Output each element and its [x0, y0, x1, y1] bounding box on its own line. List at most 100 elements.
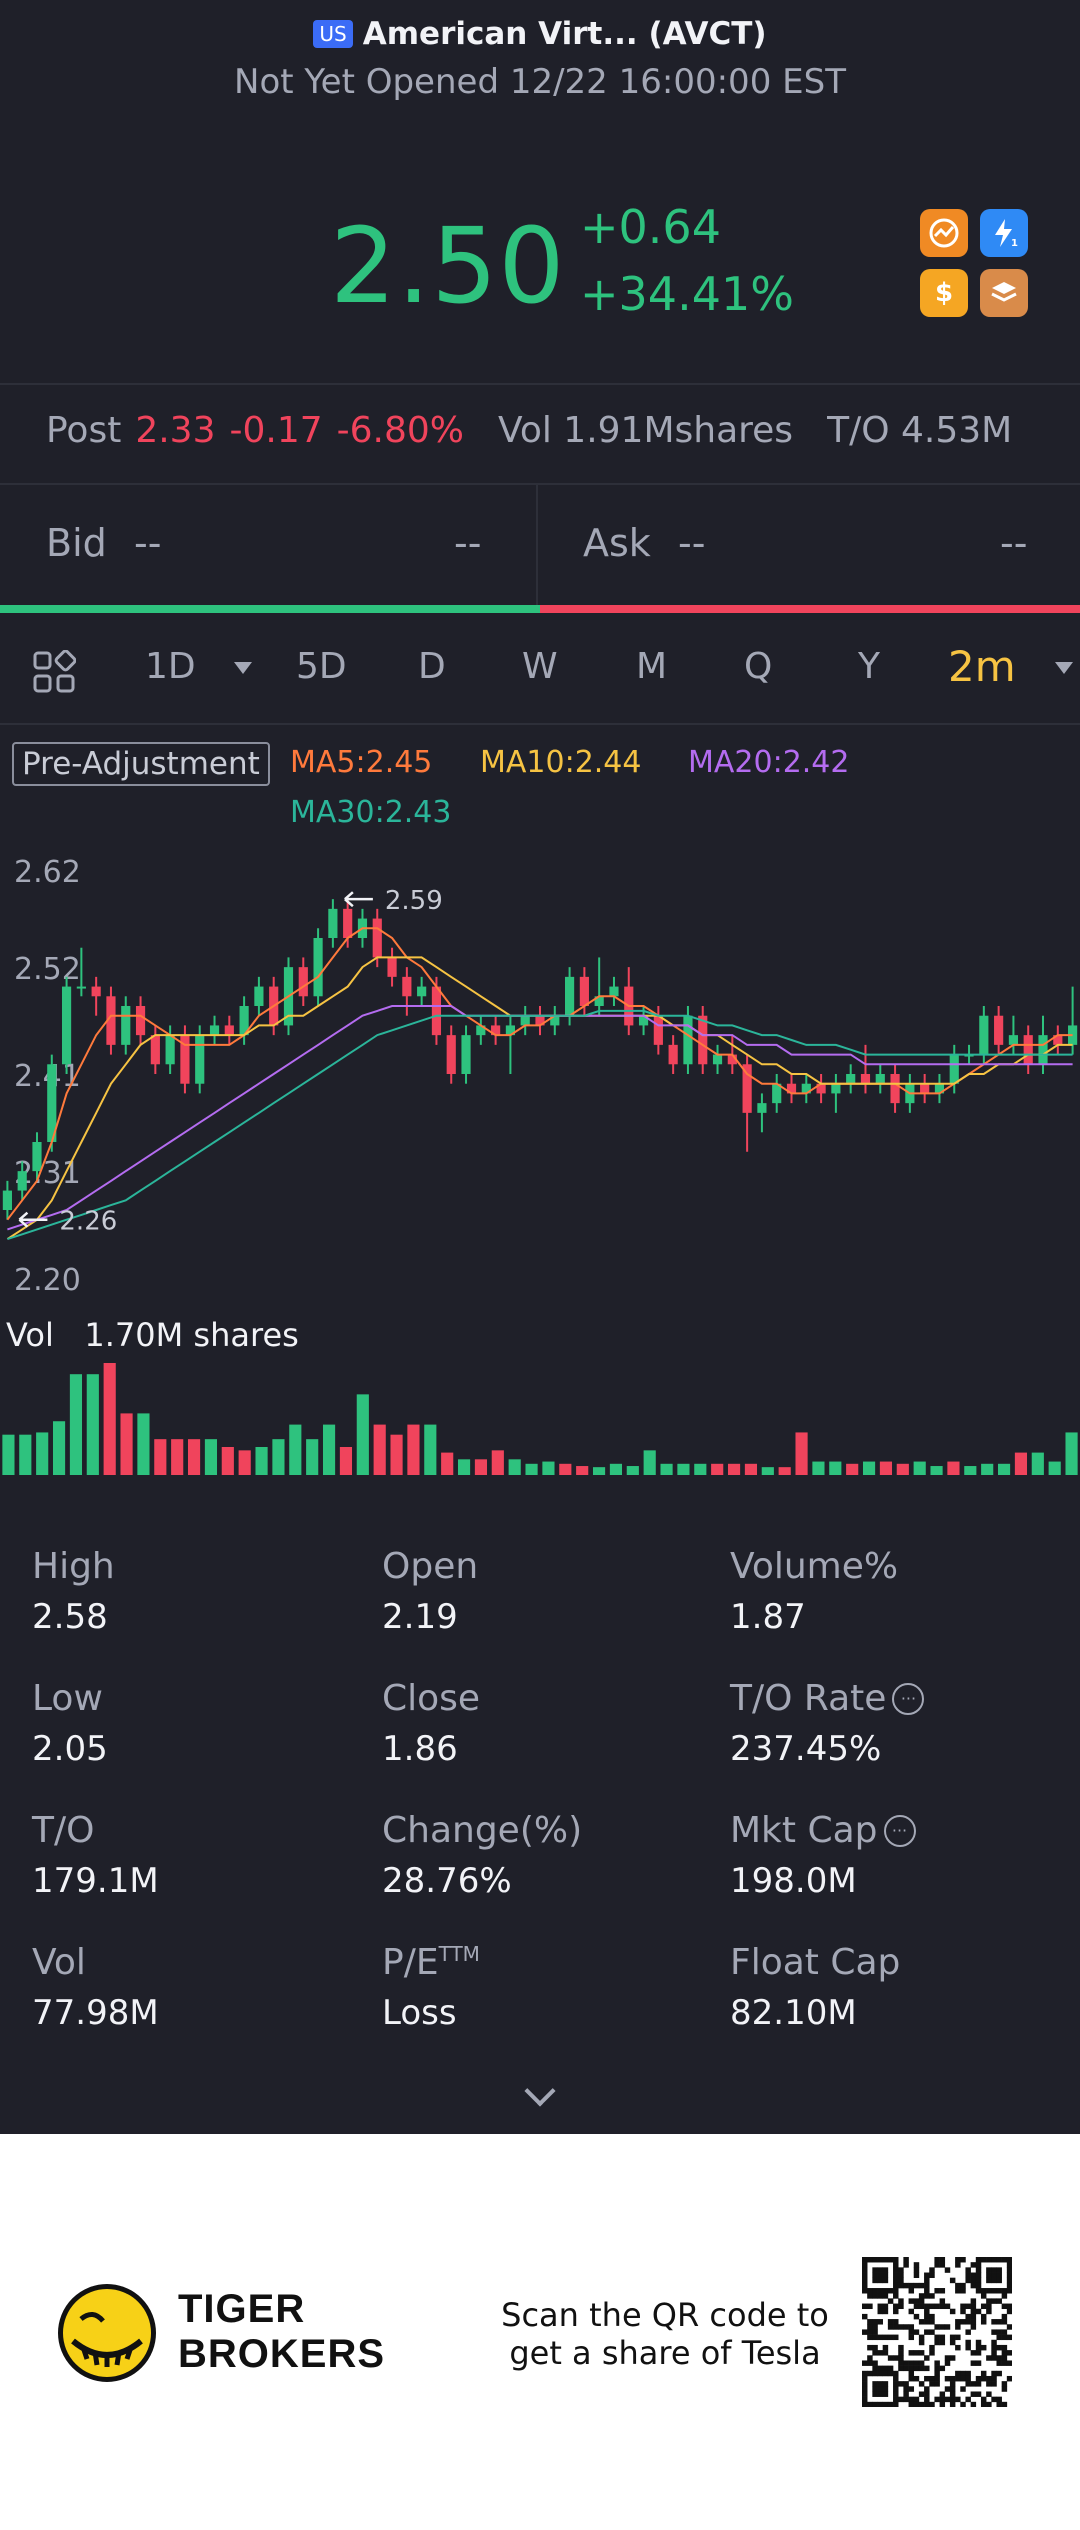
qr-module: [929, 2272, 935, 2278]
candle: [712, 1044, 723, 1074]
qr-module: [918, 2350, 925, 2356]
candle: [328, 899, 338, 948]
qr-module: [913, 2375, 920, 2382]
candle-body: [683, 1015, 693, 1065]
qr-code[interactable]: [862, 2257, 1012, 2407]
flash-icon[interactable]: 1: [980, 209, 1028, 257]
stat-label: Close: [382, 1678, 481, 1719]
volume-bar: [86, 1374, 99, 1475]
volume-bar: [289, 1424, 302, 1475]
qr-module: [991, 2396, 997, 2403]
share-footer: TIGER BROKERS Scan the QR code to get a …: [0, 2134, 1080, 2530]
qr-module: [1006, 2324, 1012, 2330]
qr-module: [862, 2391, 868, 2397]
candle-body: [121, 1006, 131, 1045]
tab-week[interactable]: W: [522, 646, 558, 687]
qr-module: [908, 2396, 915, 2403]
tab-quarter[interactable]: Q: [744, 646, 773, 687]
volume-bar: [778, 1467, 791, 1475]
options-icon[interactable]: [920, 209, 968, 257]
qr-module: [862, 2370, 868, 2377]
qr-module: [986, 2267, 992, 2273]
stat-label: Change(%): [382, 1810, 583, 1851]
candle: [846, 1064, 856, 1094]
qr-module: [877, 2288, 883, 2294]
qr-module: [960, 2375, 966, 2382]
qr-module: [980, 2344, 987, 2351]
candle-body: [47, 1064, 57, 1142]
price-marker: 2.59: [344, 886, 443, 916]
layers-icon[interactable]: [980, 269, 1028, 317]
qr-module: [996, 2257, 1002, 2263]
volume-bar: [272, 1439, 285, 1475]
volume-chart[interactable]: [0, 1355, 1080, 1475]
qr-module: [955, 2288, 961, 2294]
qr-module: [975, 2344, 982, 2351]
tab-month[interactable]: M: [636, 646, 668, 687]
candle-body: [343, 908, 353, 938]
qr-module: [882, 2334, 889, 2341]
title-row[interactable]: US American Virt... (AVCT): [0, 16, 1080, 52]
ma-line-ma5: [6, 927, 1073, 1221]
qr-module: [965, 2267, 971, 2273]
qr-module: [867, 2324, 873, 2330]
pre-adjustment-toggle[interactable]: Pre-Adjustment: [12, 742, 270, 786]
qr-module: [898, 2344, 904, 2351]
qr-module: [908, 2365, 915, 2372]
candle-body: [712, 1054, 723, 1065]
tab-5d[interactable]: 5D: [296, 646, 347, 687]
qr-module: [996, 2272, 1002, 2278]
qr-module: [1006, 2360, 1012, 2366]
y-tick-label: 2.20: [14, 1263, 81, 1298]
qr-module: [913, 2365, 920, 2372]
candle: [121, 996, 131, 1055]
qr-module: [877, 2277, 883, 2284]
tab-day[interactable]: D: [418, 646, 446, 687]
candle: [298, 957, 308, 1006]
volume-bar: [120, 1413, 133, 1475]
qr-module: [872, 2370, 878, 2377]
tab-year[interactable]: Y: [858, 646, 880, 687]
qr-module: [872, 2324, 878, 2330]
more-icon[interactable]: ···: [892, 1682, 925, 1715]
qr-module: [970, 2313, 977, 2320]
candle-body: [757, 1103, 767, 1113]
qr-module: [862, 2262, 868, 2268]
candle-body: [579, 976, 589, 1006]
chevron-down-icon[interactable]: [234, 662, 252, 674]
qr-module: [898, 2272, 904, 2278]
stat-value: Loss: [382, 1993, 457, 2033]
qr-module: [924, 2319, 930, 2325]
qr-module: [898, 2381, 904, 2387]
qr-module: [955, 2396, 961, 2403]
qr-module: [1001, 2329, 1008, 2335]
qr-module: [882, 2257, 889, 2263]
post-market-row[interactable]: Post 2.33 -0.17 -6.80% Vol 1.91Mshares T…: [46, 410, 1076, 451]
price-block: 2.50 +0.64 +34.41% 1 $: [0, 195, 1080, 365]
candle-body: [209, 1025, 220, 1036]
dollar-icon[interactable]: $: [920, 269, 968, 317]
qr-module: [975, 2267, 982, 2273]
qr-module: [908, 2360, 915, 2366]
qr-module: [934, 2370, 940, 2377]
volume-bar: [1031, 1452, 1044, 1475]
qr-module: [960, 2401, 966, 2407]
candle-body: [801, 1083, 811, 1094]
more-icon[interactable]: ···: [883, 1814, 916, 1847]
chevron-down-icon[interactable]: [1055, 662, 1073, 674]
qr-module: [877, 2308, 883, 2315]
qr-module: [862, 2272, 868, 2278]
price-chart[interactable]: 2.622.522.412.312.202.592.26: [0, 840, 1080, 1310]
qr-module: [929, 2303, 935, 2310]
tab-1d[interactable]: 1D: [145, 646, 196, 687]
qr-module: [882, 2381, 889, 2387]
qr-module: [970, 2324, 977, 2330]
qr-module: [908, 2288, 915, 2294]
volume-bar: [812, 1461, 825, 1475]
qr-module: [918, 2401, 925, 2407]
candle-body: [387, 957, 397, 977]
grid-icon[interactable]: [32, 649, 77, 703]
volume-bar: [457, 1459, 471, 1475]
tab-2m[interactable]: 2m: [948, 642, 1016, 691]
qr-module: [882, 2350, 889, 2356]
